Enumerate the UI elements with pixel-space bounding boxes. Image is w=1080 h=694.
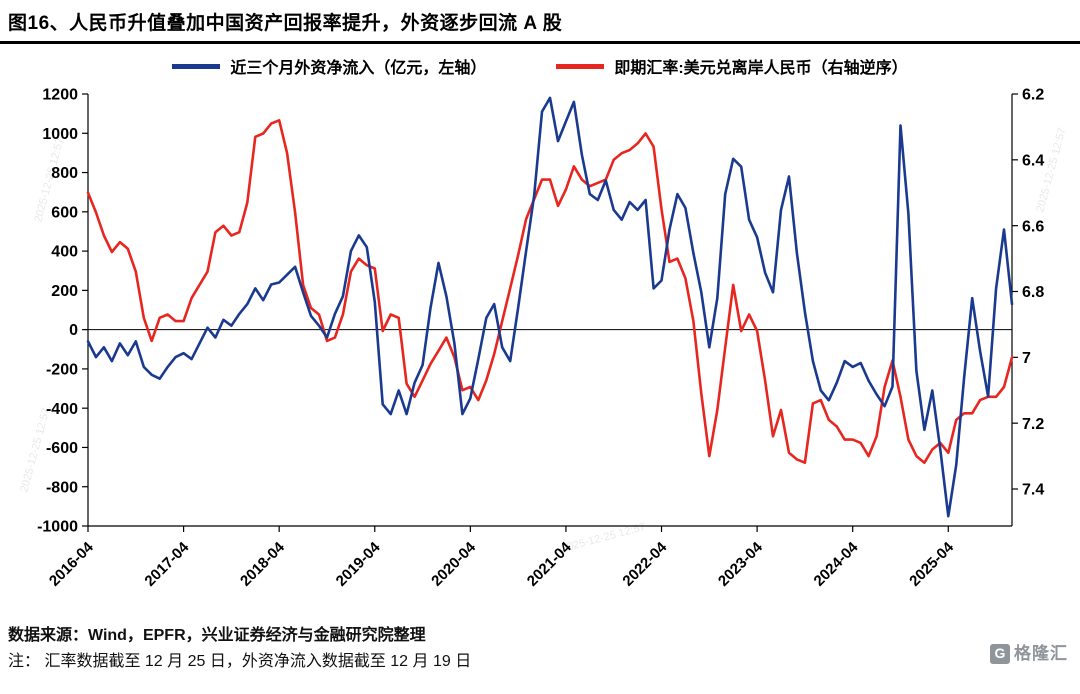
x-axis-tick-label: 2021-04	[524, 538, 575, 589]
x-axis-tick-label: 2023-04	[715, 538, 766, 589]
left-axis-tick-label: 1000	[42, 126, 78, 143]
legend-item-inflow: 近三个月外资净流入（亿元，左轴）	[172, 54, 486, 78]
data-source-text: 数据来源：Wind，EPFR，兴业证券经济与金融研究院整理	[8, 627, 426, 644]
x-axis-tick-label: 2025-04	[906, 538, 957, 589]
x-axis-tick-label: 2020-04	[428, 538, 479, 589]
right-axis-tick-label: 7.4	[1022, 482, 1044, 499]
right-axis-tick-label: 6.4	[1022, 152, 1044, 169]
right-axis-tick-label: 7	[1022, 350, 1031, 367]
title-bar: 图16、人民币升值叠加中国资产回报率提升，外资逐步回流 A 股	[0, 0, 1080, 44]
page-title: 图16、人民币升值叠加中国资产回报率提升，外资逐步回流 A 股	[8, 13, 563, 34]
left-axis-tick-label: 1200	[42, 87, 78, 104]
left-axis-tick-label: 800	[51, 165, 78, 182]
left-axis-tick-label: -600	[46, 440, 78, 457]
gelonghui-logo-icon: G	[990, 643, 1010, 664]
right-axis-tick-label: 7.2	[1022, 416, 1044, 433]
gelonghui-logo-label: 格隆汇	[1014, 643, 1068, 663]
legend-item-fx: 即期汇率:美元兑离岸人民币（右轴逆序）	[556, 54, 908, 78]
left-axis-tick-label: 0	[69, 322, 78, 339]
x-axis-tick-label: 2018-04	[237, 538, 288, 589]
left-axis-tick-label: -1000	[37, 519, 78, 536]
x-axis-tick-label: 2017-04	[141, 538, 192, 589]
legend-label-fx: 即期汇率:美元兑离岸人民币（右轴逆序）	[614, 60, 908, 77]
footnote-text: 注： 汇率数据截至 12 月 25 日，外资净流入数据截至 12 月 19 日	[8, 653, 472, 671]
left-axis-tick-label: 600	[51, 204, 78, 221]
x-axis-tick-label: 2016-04	[46, 538, 97, 589]
legend-swatch-inflow	[172, 63, 221, 69]
gelonghui-logo: G 格隆汇	[990, 640, 1068, 668]
x-axis-tick-label: 2019-04	[333, 538, 384, 589]
fx-rate-line	[86, 119, 1014, 464]
left-axis-tick-label: 200	[51, 283, 78, 300]
chart-legend: 近三个月外资净流入（亿元，左轴） 即期汇率:美元兑离岸人民币（右轴逆序）	[0, 54, 1080, 78]
right-axis-tick-label: 6.2	[1022, 87, 1044, 104]
chart-area: 2025-12-25 12:57 2025-12-25 12:57 2025-1…	[0, 44, 1080, 619]
foreign-inflow-line	[86, 96, 1014, 518]
left-axis-tick-label: -400	[46, 401, 78, 418]
footer: 数据来源：Wind，EPFR，兴业证券经济与金融研究院整理 注： 汇率数据截至 …	[0, 619, 1080, 676]
x-axis-tick-label: 2022-04	[619, 538, 670, 589]
right-axis-tick-label: 6.6	[1022, 218, 1044, 235]
left-axis-tick-label: -200	[46, 362, 78, 379]
legend-label-inflow: 近三个月外资净流入（亿元，左轴）	[230, 60, 487, 77]
left-axis-tick-label: -800	[46, 479, 78, 496]
legend-swatch-fx	[556, 63, 605, 69]
x-axis-tick-label: 2024-04	[811, 538, 862, 589]
left-axis-tick-label: 400	[51, 244, 78, 261]
dual-axis-line-chart: 1200 1000 800 600 400 200 0 -200 -400 -600 -800 -10…	[37, 87, 1044, 590]
right-axis-tick-label: 6.8	[1022, 284, 1044, 301]
